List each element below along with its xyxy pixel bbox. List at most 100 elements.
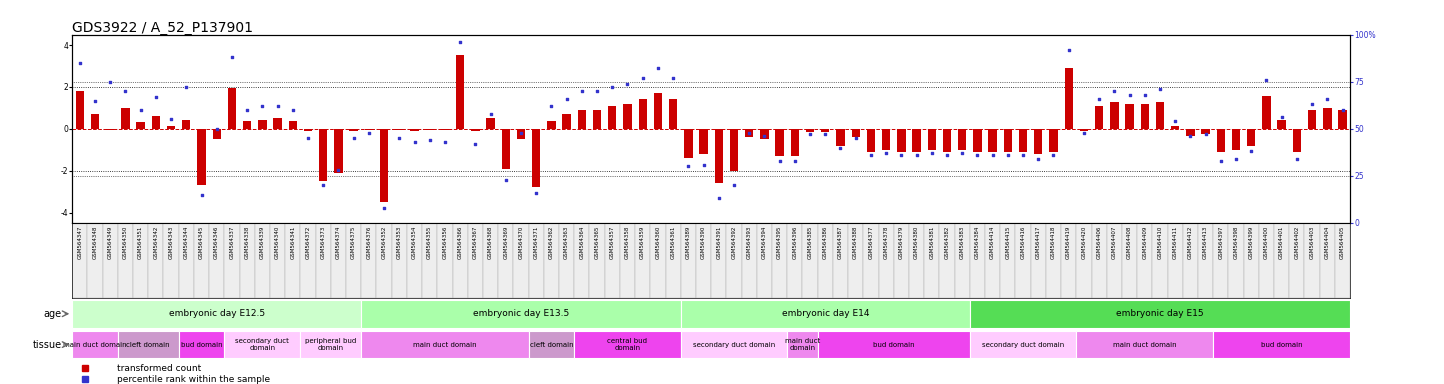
Text: GSM564380: GSM564380 — [914, 225, 918, 258]
Text: GSM564414: GSM564414 — [991, 225, 995, 258]
Bar — [1125, 104, 1134, 129]
Text: GSM564342: GSM564342 — [153, 225, 159, 258]
Bar — [973, 129, 982, 152]
FancyBboxPatch shape — [712, 223, 726, 298]
Point — [814, 131, 838, 137]
Point — [1225, 156, 1248, 162]
Text: central bud
domain: central bud domain — [608, 338, 647, 351]
Bar — [1110, 101, 1119, 129]
Text: GDS3922 / A_52_P137901: GDS3922 / A_52_P137901 — [72, 21, 253, 35]
Point — [221, 54, 244, 60]
Point — [585, 88, 608, 94]
Bar — [836, 129, 845, 146]
Bar — [1262, 96, 1271, 129]
Text: GSM564396: GSM564396 — [793, 225, 797, 258]
Text: bud domain: bud domain — [180, 342, 222, 348]
Bar — [273, 118, 282, 129]
FancyBboxPatch shape — [1304, 223, 1320, 298]
FancyBboxPatch shape — [361, 223, 377, 298]
Bar — [775, 129, 784, 156]
Text: GSM564372: GSM564372 — [306, 225, 310, 258]
Bar — [1141, 104, 1149, 129]
Text: GSM564374: GSM564374 — [336, 225, 341, 258]
FancyBboxPatch shape — [1334, 223, 1350, 298]
Text: cleft domain: cleft domain — [127, 342, 170, 348]
Bar — [578, 110, 586, 129]
Text: GSM564415: GSM564415 — [1005, 225, 1011, 258]
Point — [936, 152, 959, 158]
Point — [1315, 96, 1339, 102]
Point — [388, 135, 412, 141]
Text: GSM564343: GSM564343 — [169, 225, 173, 258]
Point — [373, 205, 396, 211]
FancyBboxPatch shape — [666, 223, 680, 298]
FancyBboxPatch shape — [331, 223, 347, 298]
Bar — [212, 129, 221, 139]
Text: GSM564378: GSM564378 — [884, 225, 888, 258]
Text: GSM564375: GSM564375 — [351, 225, 357, 258]
FancyBboxPatch shape — [88, 223, 103, 298]
Bar — [121, 108, 130, 129]
Text: GSM564403: GSM564403 — [1310, 225, 1314, 258]
Text: GSM564410: GSM564410 — [1158, 225, 1162, 258]
Text: GSM564344: GSM564344 — [183, 225, 189, 258]
FancyBboxPatch shape — [1243, 223, 1259, 298]
Bar — [258, 121, 267, 129]
Text: GSM564406: GSM564406 — [1096, 225, 1102, 258]
Text: GSM564337: GSM564337 — [230, 225, 234, 258]
FancyBboxPatch shape — [1076, 223, 1092, 298]
FancyBboxPatch shape — [1289, 223, 1304, 298]
Bar — [365, 129, 373, 130]
FancyBboxPatch shape — [1061, 223, 1076, 298]
Point — [799, 131, 822, 137]
Point — [129, 107, 152, 113]
FancyBboxPatch shape — [347, 223, 361, 298]
Point — [980, 152, 1004, 158]
Text: GSM564391: GSM564391 — [716, 225, 721, 258]
Point — [175, 84, 198, 90]
Text: embryonic day E15: embryonic day E15 — [1116, 309, 1204, 318]
FancyBboxPatch shape — [575, 223, 589, 298]
FancyBboxPatch shape — [361, 300, 680, 328]
FancyBboxPatch shape — [1122, 223, 1138, 298]
Point — [829, 144, 852, 151]
Point — [859, 152, 882, 158]
Text: GSM564379: GSM564379 — [898, 225, 904, 258]
Bar — [517, 129, 526, 139]
FancyBboxPatch shape — [103, 223, 118, 298]
FancyBboxPatch shape — [179, 331, 224, 359]
Text: GSM564397: GSM564397 — [1219, 225, 1223, 258]
Point — [266, 103, 289, 109]
Bar — [182, 121, 191, 129]
Bar — [1004, 129, 1012, 152]
Text: GSM564393: GSM564393 — [747, 225, 752, 258]
Point — [68, 60, 91, 66]
Bar — [471, 129, 479, 131]
Text: GSM564404: GSM564404 — [1324, 225, 1330, 258]
FancyBboxPatch shape — [254, 223, 270, 298]
Bar — [699, 129, 708, 154]
Point — [783, 158, 806, 164]
Bar — [624, 104, 631, 129]
Bar — [1248, 129, 1255, 146]
Text: GSM564369: GSM564369 — [504, 225, 508, 258]
FancyBboxPatch shape — [482, 223, 498, 298]
Text: bud domain: bud domain — [874, 342, 914, 348]
Text: GSM564341: GSM564341 — [290, 225, 295, 258]
Text: GSM564338: GSM564338 — [244, 225, 250, 258]
Bar — [303, 129, 312, 131]
Text: GSM564362: GSM564362 — [549, 225, 554, 258]
Point — [479, 111, 503, 117]
Point — [1148, 86, 1171, 92]
Point — [890, 152, 913, 158]
Bar — [715, 129, 723, 183]
Point — [1255, 77, 1278, 83]
Text: GSM564351: GSM564351 — [139, 225, 143, 258]
Bar — [1292, 129, 1301, 152]
Point — [1331, 107, 1354, 113]
FancyBboxPatch shape — [407, 223, 422, 298]
Text: GSM564419: GSM564419 — [1066, 225, 1071, 258]
Point — [449, 39, 472, 45]
Bar — [1323, 108, 1331, 129]
Text: GSM564388: GSM564388 — [853, 225, 858, 258]
